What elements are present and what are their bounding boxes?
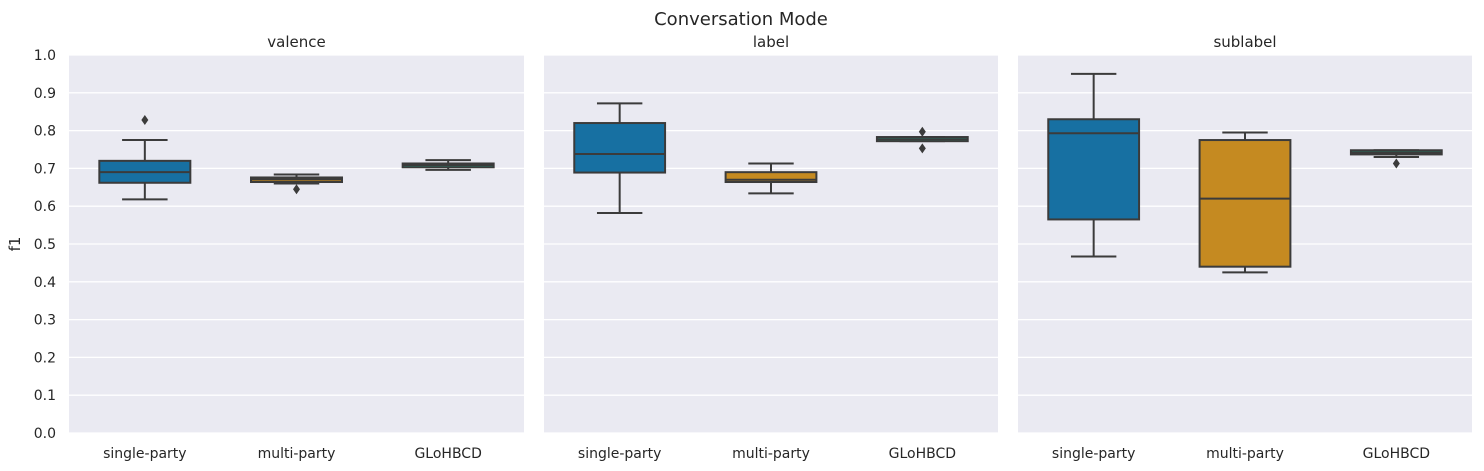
box-GLoHBCD: GLoHBCD (1349, 149, 1443, 462)
y-tick-labels: 0.0 0.1 0.2 0.3 0.4 0.5 0.6 0.7 0.8 0.9 1.0 (34, 48, 56, 442)
y-tick-label: 0.3 (34, 313, 56, 329)
box-multi-party: multi-party (724, 162, 818, 462)
y-tick-label: 0.7 (34, 161, 56, 177)
x-tick-label: single-party (578, 446, 662, 462)
box-body (1198, 139, 1292, 268)
y-tick-label: 0.0 (34, 426, 56, 442)
panel-label: label single-party multi-party GLoHBCD (544, 33, 998, 462)
box-body (724, 171, 818, 184)
box-multi-party: multi-party (1198, 131, 1292, 462)
x-tick-label: single-party (1052, 446, 1136, 462)
box-single-party: single-party (1047, 72, 1141, 462)
x-tick-label: GLoHBCD (1363, 446, 1430, 462)
panel-sublabel: sublabel single-party multi-party GLoHBCD (1018, 33, 1472, 462)
box-GLoHBCD: GLoHBCD (875, 126, 969, 462)
y-axis-label: f1 (6, 237, 24, 252)
panel-title: label (753, 33, 789, 51)
y-tick-label: 0.9 (34, 86, 56, 102)
y-tick-label: 0.6 (34, 199, 56, 215)
outlier-point (141, 115, 149, 126)
y-tick-label: 0.2 (34, 350, 56, 366)
outlier-point (293, 184, 300, 195)
panel-title: valence (267, 33, 325, 51)
y-tick-label: 0.1 (34, 388, 56, 404)
x-tick-label: multi-party (258, 446, 336, 462)
box-multi-party: multi-party (250, 173, 343, 462)
box-GLoHBCD: GLoHBCD (401, 159, 495, 462)
box-single-party: single-party (573, 102, 667, 462)
x-tick-label: GLoHBCD (414, 446, 481, 462)
y-tick-label: 0.4 (34, 275, 56, 291)
x-tick-label: single-party (103, 446, 187, 462)
box-body (573, 122, 667, 174)
chart-suptitle: Conversation Mode (654, 9, 828, 30)
x-tick-label: multi-party (1206, 446, 1284, 462)
y-tick-label: 0.5 (34, 237, 56, 253)
y-tick-label: 1.0 (34, 48, 56, 64)
box-body (1047, 118, 1141, 221)
outlier-point (1392, 158, 1400, 169)
panel-valence: valence single-party multi-party GLoHBCD (69, 33, 524, 462)
x-tick-label: multi-party (732, 446, 810, 462)
x-tick-label: GLoHBCD (889, 446, 956, 462)
box-single-party: single-party (98, 115, 192, 462)
outlier-point (918, 143, 926, 154)
outlier-point (918, 126, 926, 137)
y-tick-label: 0.8 (34, 124, 56, 140)
panel-title: sublabel (1213, 33, 1276, 51)
